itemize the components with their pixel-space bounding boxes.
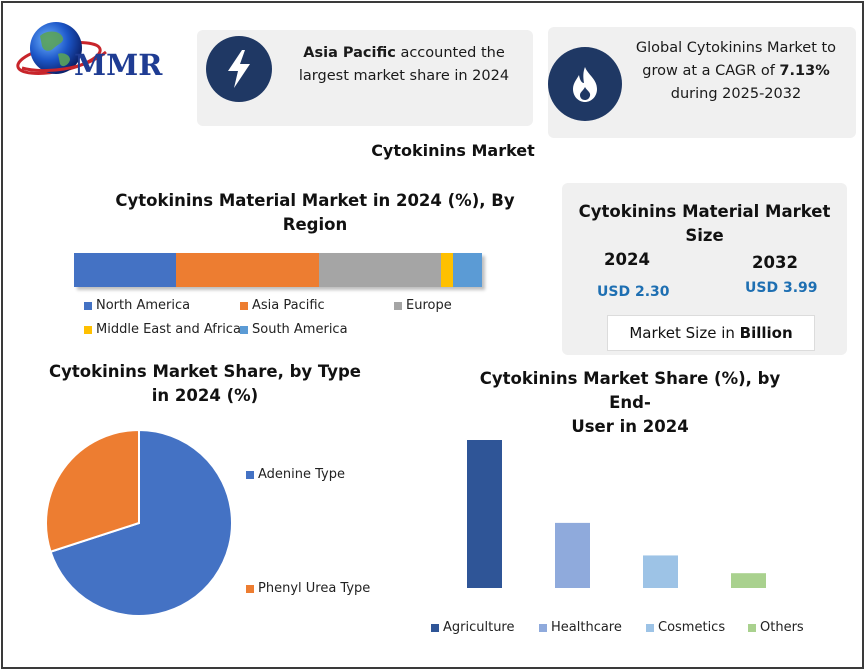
- legend-label: Phenyl Urea Type: [258, 581, 371, 596]
- callout-cagr-line1: Global Cytokinins Market to: [635, 40, 837, 56]
- legend-item-agriculture: Agriculture: [431, 620, 515, 635]
- legend-label: Others: [760, 620, 804, 635]
- legend-label: Cosmetics: [658, 620, 726, 635]
- pie-slice-adenine-type: [49, 430, 233, 617]
- legend-item-adenine-type: Adenine Type: [246, 467, 345, 482]
- bar-cosmetics: [643, 555, 678, 588]
- legend-item-phenyl-urea-type: Phenyl Urea Type: [246, 581, 370, 596]
- legend-label: South America: [252, 322, 348, 337]
- market-size-title-line1: Cytokinins Material Market: [578, 202, 831, 221]
- legend-swatch: [431, 623, 439, 632]
- enduser-chart-title-line1: Cytokinins Market Share (%), by End-: [479, 369, 781, 412]
- lightning-icon: [206, 36, 272, 102]
- legend-swatch: [246, 584, 254, 593]
- region-chart-title: Cytokinins Material Market in 2024 (%), …: [115, 191, 515, 234]
- callout-region-line2: largest market share in 2024: [298, 68, 510, 84]
- legend-item-south-america: South America: [240, 322, 348, 337]
- bar-segment-south-america: [453, 253, 482, 287]
- bar-segment-europe: [318, 253, 442, 287]
- callout-cagr: Global Cytokinins Market to grow at a CA…: [548, 27, 856, 138]
- legend-item-north-america: North America: [84, 298, 190, 313]
- bar-others: [731, 573, 766, 588]
- legend-swatch: [748, 623, 756, 632]
- legend-item-europe: Europe: [394, 298, 452, 313]
- legend-label: Agriculture: [443, 620, 515, 635]
- legend-swatch: [246, 470, 254, 479]
- legend-swatch: [240, 301, 248, 310]
- legend-item-cosmetics: Cosmetics: [646, 620, 725, 635]
- legend-swatch: [394, 301, 402, 310]
- legend-label: Europe: [406, 298, 452, 313]
- legend-swatch: [84, 301, 92, 310]
- legend-item-asia-pacific: Asia Pacific: [240, 298, 325, 313]
- year-2024: 2024: [604, 250, 650, 269]
- unit-bold: Billion: [739, 324, 793, 342]
- legend-swatch: [646, 623, 654, 632]
- unit-prefix: Market Size in: [629, 324, 740, 342]
- value-2024: USD 2.30: [597, 284, 670, 300]
- market-size-panel: Cytokinins Material Market Size 2024 USD…: [562, 183, 847, 355]
- bar-healthcare: [555, 522, 590, 588]
- value-2032: USD 3.99: [745, 280, 818, 296]
- market-size-title: Cytokinins Material Market Size: [562, 200, 847, 248]
- market-size-unit: Market Size in Billion: [607, 315, 815, 351]
- type-chart-title-line1: Cytokinins Market Share, by Type: [49, 362, 361, 381]
- legend-label: Adenine Type: [258, 467, 345, 482]
- legend-label: Asia Pacific: [252, 298, 325, 313]
- globe-icon: [16, 22, 107, 75]
- callout-cagr-rate: 7.13%: [779, 63, 830, 79]
- type-chart-title: Cytokinins Market Share, by Type in 2024…: [45, 360, 365, 408]
- enduser-chart-title: Cytokinins Market Share (%), by End- Use…: [460, 367, 800, 439]
- legend-swatch: [539, 623, 547, 632]
- flame-icon: [548, 47, 622, 121]
- legend-item-middle-east-and-africa: Middle East and Africa: [84, 322, 241, 337]
- callout-cagr-line3: during 2025-2032: [670, 86, 802, 102]
- callout-region-rest: accounted the: [395, 45, 505, 61]
- main-title: Cytokinins Market: [371, 141, 535, 160]
- callout-region-bold: Asia Pacific: [303, 45, 396, 61]
- legend-item-others: Others: [748, 620, 804, 635]
- bar-segment-north-america: [74, 253, 176, 287]
- year-2032: 2032: [752, 253, 798, 272]
- callout-region-text: Asia Pacific accounted the largest marke…: [279, 42, 529, 88]
- region-stacked-bar: [74, 253, 482, 287]
- market-size-title-line2: Size: [685, 226, 724, 245]
- legend-swatch: [84, 325, 92, 334]
- callout-region: Asia Pacific accounted the largest marke…: [197, 30, 533, 126]
- mmr-logo: MMR: [14, 18, 179, 88]
- legend-swatch: [240, 325, 248, 334]
- logo-text: MMR: [74, 48, 163, 82]
- callout-cagr-line2a: grow at a CAGR of: [642, 63, 780, 79]
- legend-label: Middle East and Africa: [96, 322, 241, 337]
- enduser-bar-chart: [467, 440, 766, 588]
- type-pie-chart: [45, 430, 233, 617]
- bar-segment-asia-pacific: [176, 253, 319, 287]
- bar-segment-middle-east-and-africa: [441, 253, 454, 287]
- legend-item-healthcare: Healthcare: [539, 620, 622, 635]
- pie-slice-phenyl-urea-type: [45, 430, 140, 553]
- type-chart-title-line2: in 2024 (%): [151, 386, 259, 405]
- callout-cagr-text: Global Cytokinins Market to grow at a CA…: [626, 37, 846, 106]
- legend-label: Healthcare: [551, 620, 622, 635]
- bar-agriculture: [467, 440, 502, 588]
- legend-label: North America: [96, 298, 191, 313]
- enduser-chart-title-line2: User in 2024: [571, 417, 689, 436]
